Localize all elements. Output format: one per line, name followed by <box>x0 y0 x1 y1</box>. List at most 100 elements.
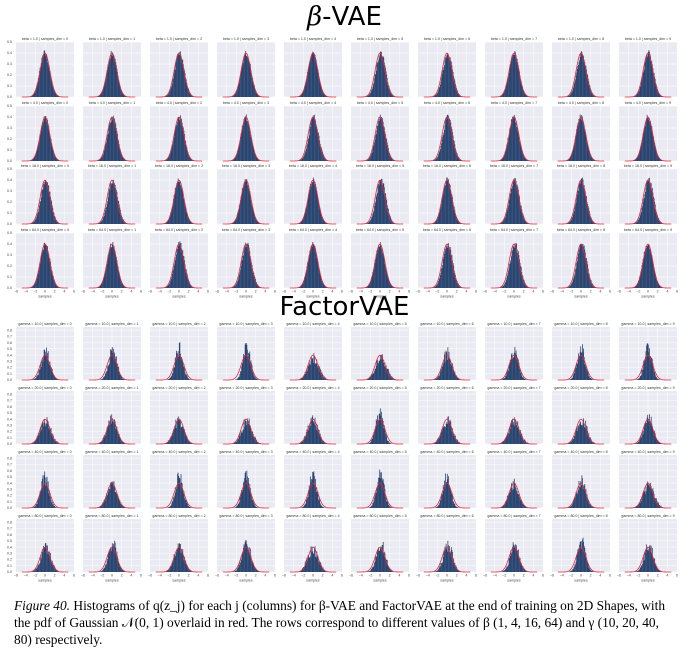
panel-title: beta = 4.0 | samples_dim = 7 <box>483 101 545 105</box>
histogram-plot <box>150 455 208 508</box>
y-tick-label: 0.8 <box>7 520 12 524</box>
x-tick-label: −2 <box>100 289 104 293</box>
y-tick-label: 0.8 <box>7 328 12 332</box>
y-tick-label: 0.5 <box>7 167 12 171</box>
histogram-panel: beta = 16.0 | samples_dim = 2 <box>150 164 208 225</box>
panel-title: gamma = 40.0 | samples_dim = 3 <box>215 450 277 454</box>
histogram-plot <box>351 455 409 508</box>
histogram-plot <box>418 106 476 161</box>
y-tick-label: 0.7 <box>7 399 12 403</box>
x-tick-label: 0 <box>580 289 582 293</box>
histogram-panel: beta = 4.0 | samples_dim = 6 <box>418 101 476 162</box>
histogram-panel: gamma = 10.0 | samples_dim = 6 <box>418 322 476 381</box>
panel-title: beta = 1.0 | samples_dim = 9 <box>617 37 679 41</box>
panel-title: beta = 4.0 | samples_dim = 5 <box>349 101 411 105</box>
y-tick-label: 0.1 <box>7 148 12 152</box>
panel-title: beta = 64.0 | samples_dim = 9 <box>617 228 679 232</box>
panel-title: beta = 64.0 | samples_dim = 3 <box>215 228 277 232</box>
y-tick-label: 0.5 <box>7 231 12 235</box>
x-tick-label: 4 <box>63 289 65 293</box>
panel-title: beta = 16.0 | samples_dim = 9 <box>617 164 679 168</box>
histogram-panel: gamma = 40.0 | samples_dim = 5 <box>351 450 409 509</box>
y-tick-label: 0.3 <box>7 423 12 427</box>
histogram-panel: beta = 4.0 | samples_dim = 8 <box>552 101 610 162</box>
y-tick-label: 0.5 <box>7 475 12 479</box>
histogram-plot: 0.00.10.20.30.40.5 <box>16 42 74 97</box>
panel-title: beta = 16.0 | samples_dim = 4 <box>282 164 344 168</box>
histogram-plot <box>150 391 208 444</box>
panel-title: gamma = 40.0 | samples_dim = 0 <box>14 450 76 454</box>
panel-title: beta = 4.0 | samples_dim = 6 <box>416 101 478 105</box>
panel-title: beta = 16.0 | samples_dim = 8 <box>550 164 612 168</box>
y-tick-label: 0.6 <box>7 533 12 537</box>
x-tick-label: −2 <box>569 289 573 293</box>
histogram-plot <box>418 455 476 508</box>
x-tick-label: −6 <box>14 289 18 293</box>
histogram-plot <box>351 42 409 97</box>
x-tick-label: 2 <box>54 289 56 293</box>
panel-title: beta = 1.0 | samples_dim = 6 <box>416 37 478 41</box>
histogram-plot <box>619 106 677 161</box>
panel-title: gamma = 20.0 | samples_dim = 1 <box>81 386 143 390</box>
x-tick-label: 6 <box>408 289 410 293</box>
histogram-plot <box>284 169 342 224</box>
x-axis-label: samples <box>641 294 655 298</box>
x-tick-label: 4 <box>465 289 467 293</box>
x-tick-label: −4 <box>359 289 363 293</box>
histogram-panel: beta = 1.0 | samples_dim = 9 <box>619 37 677 98</box>
histogram-plot <box>217 106 275 161</box>
histogram-plot <box>418 327 476 380</box>
x-tick-label: 0 <box>446 289 448 293</box>
x-tick-label: 0 <box>245 289 247 293</box>
histogram-plot <box>150 169 208 224</box>
x-tick-label: −2 <box>33 289 37 293</box>
histogram-panel: beta = 1.0 | samples_dim = 8 <box>552 37 610 98</box>
y-tick-label: 0.7 <box>7 527 12 531</box>
histogram-plot <box>485 455 543 508</box>
x-tick-label: 4 <box>666 289 668 293</box>
y-tick-label: 0.2 <box>7 264 12 268</box>
histogram-panel: gamma = 10.0 | samples_dim = 9 <box>619 322 677 381</box>
x-tick-label: 4 <box>197 289 199 293</box>
x-tick-label: −2 <box>435 289 439 293</box>
panel-title: beta = 16.0 | samples_dim = 5 <box>349 164 411 168</box>
histogram-plot <box>351 169 409 224</box>
x-tick-label: 4 <box>398 289 400 293</box>
histogram-panel: beta = 1.0 | samples_dim = 2 <box>150 37 208 98</box>
y-tick-label: 0.1 <box>7 500 12 504</box>
x-tick-label: −6 <box>617 289 621 293</box>
panel-title: beta = 1.0 | samples_dim = 0 <box>14 37 76 41</box>
histogram-plot <box>83 42 141 97</box>
histogram-plot <box>485 327 543 380</box>
y-tick-label: 0.4 <box>7 51 12 55</box>
histogram-plot <box>83 391 141 444</box>
histogram-plot <box>150 327 208 380</box>
panel-title: beta = 1.0 | samples_dim = 1 <box>81 37 143 41</box>
histogram-plot <box>284 106 342 161</box>
histogram-panel: gamma = 10.0 | samples_dim = 7 <box>485 322 543 381</box>
histogram-plot <box>351 391 409 444</box>
histogram-plot <box>552 42 610 97</box>
x-axis-label: samples <box>507 294 521 298</box>
x-tick-label: 0 <box>44 574 46 578</box>
x-tick-label: 2 <box>456 289 458 293</box>
x-tick-label: 0 <box>647 289 649 293</box>
histogram-panel: gamma = 40.0 | samples_dim = 9 <box>619 450 677 509</box>
y-tick-label: 0.2 <box>7 73 12 77</box>
histogram-plot <box>217 391 275 444</box>
panel-title: beta = 4.0 | samples_dim = 3 <box>215 101 277 105</box>
panel-title: beta = 64.0 | samples_dim = 4 <box>282 228 344 232</box>
x-tick-label: 2 <box>121 289 123 293</box>
x-tick-label: 2 <box>255 289 257 293</box>
histogram-panel: beta = 4.0 | samples_dim = 2 <box>150 101 208 162</box>
y-tick-label: 0.3 <box>7 126 12 130</box>
y-tick-label: 0.4 <box>7 481 12 485</box>
histogram-panel: gamma = 20.0 | samples_dim = 4 <box>284 386 342 445</box>
histogram-panel: gamma = 20.0 | samples_dim = 2 <box>150 386 208 445</box>
